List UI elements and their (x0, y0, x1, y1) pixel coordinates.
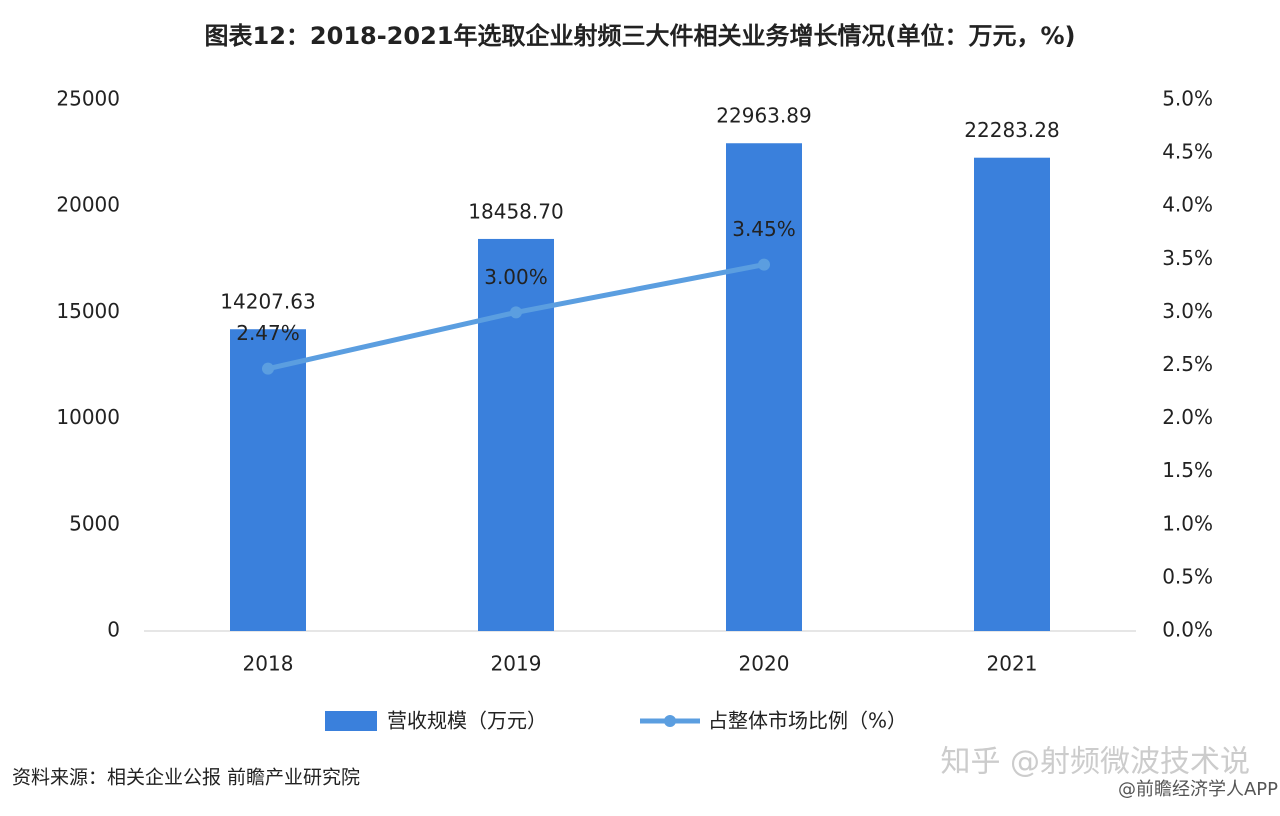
y2-tick-label: 0.5% (1162, 564, 1213, 588)
data-label: 3.00% (484, 265, 548, 289)
data-label: 3.45% (732, 217, 796, 241)
chart-title: 图表12：2018-2021年选取企业射频三大件相关业务增长情况(单位：万元，%… (205, 22, 1076, 50)
line-marker (510, 306, 522, 319)
y2-tick-label: 2.0% (1162, 405, 1213, 429)
y-tick-label: 25000 (56, 87, 120, 111)
y-tick-label: 15000 (56, 299, 120, 323)
legend-label: 占整体市场比例（%） (708, 709, 907, 733)
bar (478, 238, 554, 632)
x-tick-label: 2020 (739, 652, 790, 676)
x-tick-label: 2021 (987, 652, 1038, 676)
bar (974, 157, 1050, 632)
data-label: 22963.89 (716, 104, 811, 128)
legend-swatch (664, 715, 676, 727)
y2-tick-label: 4.5% (1162, 140, 1213, 164)
y2-tick-label: 0.0% (1162, 618, 1213, 642)
y2-tick-label: 3.0% (1162, 299, 1213, 323)
y-tick-label: 10000 (56, 405, 120, 429)
watermark: @前瞻经济学人APP (1118, 779, 1278, 800)
watermark: 知乎 @射频微波技术说 (940, 745, 1250, 780)
y-tick-label: 0 (107, 618, 120, 642)
y-tick-label: 20000 (56, 193, 120, 217)
x-tick-label: 2018 (243, 652, 294, 676)
y2-tick-label: 3.5% (1162, 246, 1213, 270)
x-tick-label: 2019 (491, 652, 542, 676)
legend-label: 营收规模（万元） (387, 709, 547, 733)
data-label: 14207.63 (220, 290, 315, 314)
y2-tick-label: 4.0% (1162, 193, 1213, 217)
bar (726, 143, 802, 631)
data-label: 18458.70 (468, 199, 563, 223)
line-marker (758, 258, 770, 271)
line-marker (262, 362, 274, 375)
data-label: 2.47% (236, 321, 300, 345)
y2-tick-label: 1.5% (1162, 458, 1213, 482)
y2-tick-label: 2.5% (1162, 352, 1213, 376)
source: 资料来源：相关企业公报 前瞻产业研究院 (12, 767, 360, 789)
y2-tick-label: 1.0% (1162, 511, 1213, 535)
legend-swatch (325, 711, 377, 731)
data-label: 22283.28 (964, 118, 1059, 142)
y-tick-label: 5000 (69, 511, 120, 535)
y2-tick-label: 5.0% (1162, 87, 1213, 111)
bar (230, 329, 306, 631)
